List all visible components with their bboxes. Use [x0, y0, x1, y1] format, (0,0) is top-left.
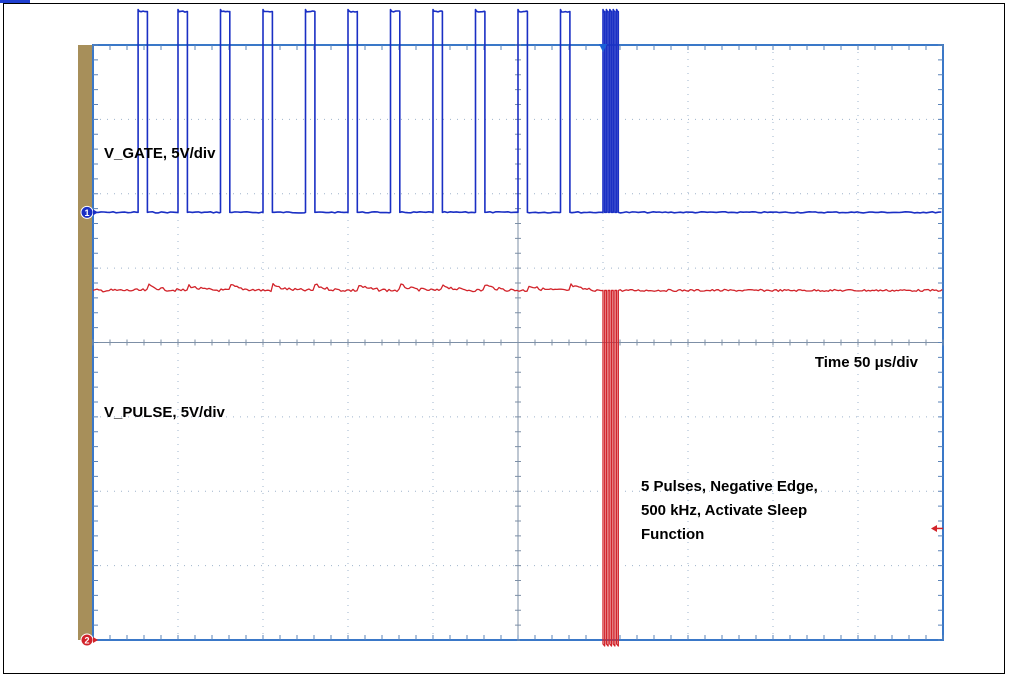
figure-frame: [3, 3, 1005, 674]
left-bar: [78, 45, 93, 640]
ch2-marker-arrow: [93, 637, 98, 643]
scope-traces: [92, 8, 943, 647]
ch2-marker: 2: [80, 633, 98, 647]
ch2-marker-number: 2: [84, 636, 89, 646]
note-line-3: Function: [641, 526, 704, 543]
ch2-trace: [92, 282, 943, 647]
ch1-marker: 1: [80, 205, 98, 219]
channel-markers: 12: [80, 44, 943, 647]
trigger-position-marker: [599, 44, 607, 52]
ch1-marker-number: 1: [84, 208, 89, 218]
note-line-2: 500 kHz, Activate Sleep: [641, 502, 807, 519]
top-corner-mark: [0, 0, 30, 3]
ch2-label: V_PULSE, 5V/div: [104, 404, 226, 421]
timebase-label: Time 50 μs/div: [815, 354, 919, 371]
ch1-trace: [92, 8, 942, 214]
ch1-label: V_GATE, 5V/div: [104, 145, 216, 162]
trigger-level-marker: [931, 524, 937, 532]
note-line-1: 5 Pulses, Negative Edge,: [641, 478, 818, 495]
ch1-marker-arrow: [93, 209, 98, 216]
